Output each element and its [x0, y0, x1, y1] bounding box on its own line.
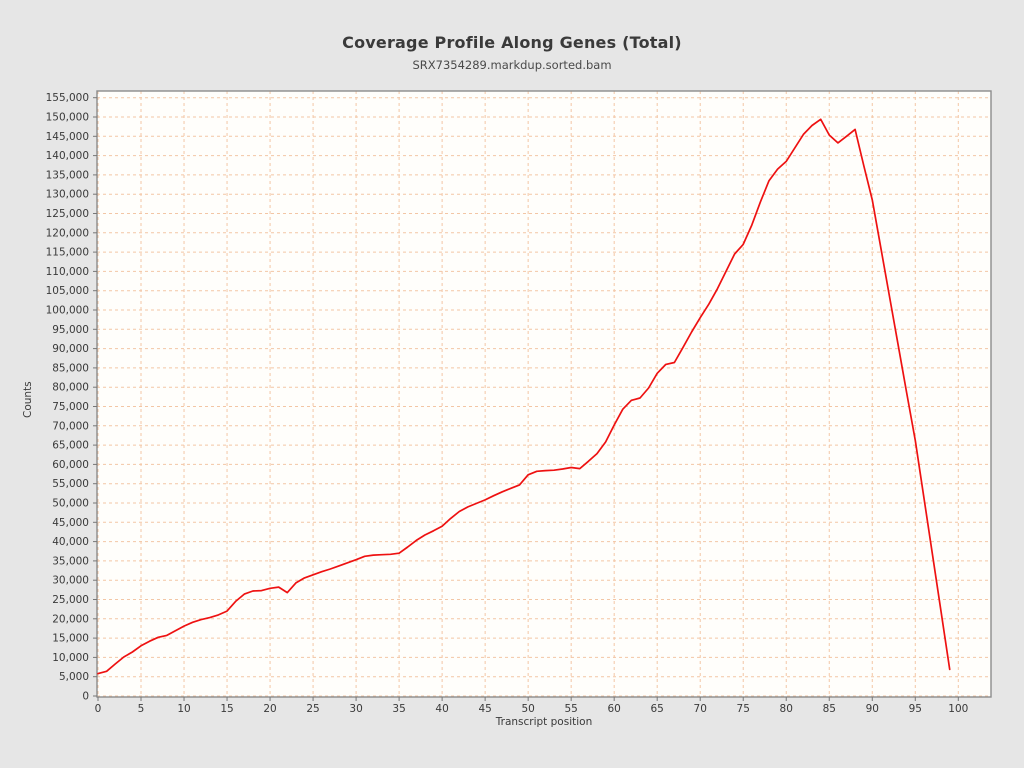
x-tick-label: 55 [564, 703, 577, 715]
x-tick-label: 5 [138, 703, 145, 715]
y-tick-label: 130,000 [46, 189, 89, 201]
y-tick-label: 75,000 [52, 401, 89, 413]
x-tick-label: 40 [435, 703, 448, 715]
y-tick-label: 90,000 [52, 343, 89, 355]
y-tick-label: 120,000 [46, 227, 89, 239]
x-tick-label: 90 [866, 703, 879, 715]
x-tick-label: 25 [306, 703, 319, 715]
plot-background [97, 91, 991, 697]
y-tick-label: 25,000 [52, 594, 89, 606]
y-tick-label: 155,000 [46, 92, 89, 104]
y-tick-label: 95,000 [52, 324, 89, 336]
y-tick-label: 60,000 [52, 459, 89, 471]
x-tick-label: 85 [823, 703, 836, 715]
y-tick-label: 140,000 [46, 150, 89, 162]
y-tick-label: 150,000 [46, 112, 89, 124]
x-tick-label: 80 [780, 703, 793, 715]
x-tick-label: 65 [651, 703, 664, 715]
y-tick-label: 145,000 [46, 131, 89, 143]
x-tick-label: 100 [948, 703, 968, 715]
y-tick-label: 115,000 [46, 247, 89, 259]
y-tick-label: 85,000 [52, 362, 89, 374]
y-tick-label: 15,000 [52, 633, 89, 645]
y-tick-label: 30,000 [52, 575, 89, 587]
y-tick-label: 0 [82, 691, 89, 703]
y-tick-label: 45,000 [52, 517, 89, 529]
y-tick-label: 5,000 [59, 671, 89, 683]
y-tick-label: 10,000 [52, 652, 89, 664]
y-tick-label: 20,000 [52, 613, 89, 625]
x-tick-label: 70 [694, 703, 707, 715]
y-tick-label: 125,000 [46, 208, 89, 220]
plot-frame [96, 90, 992, 698]
y-tick-label: 65,000 [52, 440, 89, 452]
x-tick-label: 50 [521, 703, 534, 715]
x-tick-label: 15 [220, 703, 233, 715]
chart-title: Coverage Profile Along Genes (Total) [342, 33, 682, 52]
coverage-line-coverage [97, 118, 951, 675]
y-tick-label: 55,000 [52, 478, 89, 490]
x-tick-label: 30 [349, 703, 362, 715]
y-tick-label: 110,000 [46, 266, 89, 278]
x-tick-label: 0 [95, 703, 102, 715]
y-tick-label: 105,000 [46, 285, 89, 297]
y-tick-label: 70,000 [52, 420, 89, 432]
y-tick-label: 40,000 [52, 536, 89, 548]
x-tick-label: 95 [909, 703, 922, 715]
x-tick-label: 20 [263, 703, 276, 715]
chart-subtitle: SRX7354289.markdup.sorted.bam [412, 58, 612, 72]
x-tick-label: 10 [177, 703, 190, 715]
x-axis-title: Transcript position [495, 716, 593, 728]
y-tick-label: 50,000 [52, 498, 89, 510]
x-tick-label: 75 [737, 703, 750, 715]
y-tick-label: 135,000 [46, 169, 89, 181]
x-tick-label: 60 [607, 703, 620, 715]
y-tick-label: 100,000 [46, 305, 89, 317]
y-tick-label: 35,000 [52, 555, 89, 567]
y-tick-label: 80,000 [52, 382, 89, 394]
x-tick-label: 35 [392, 703, 405, 715]
x-tick-label: 45 [478, 703, 491, 715]
